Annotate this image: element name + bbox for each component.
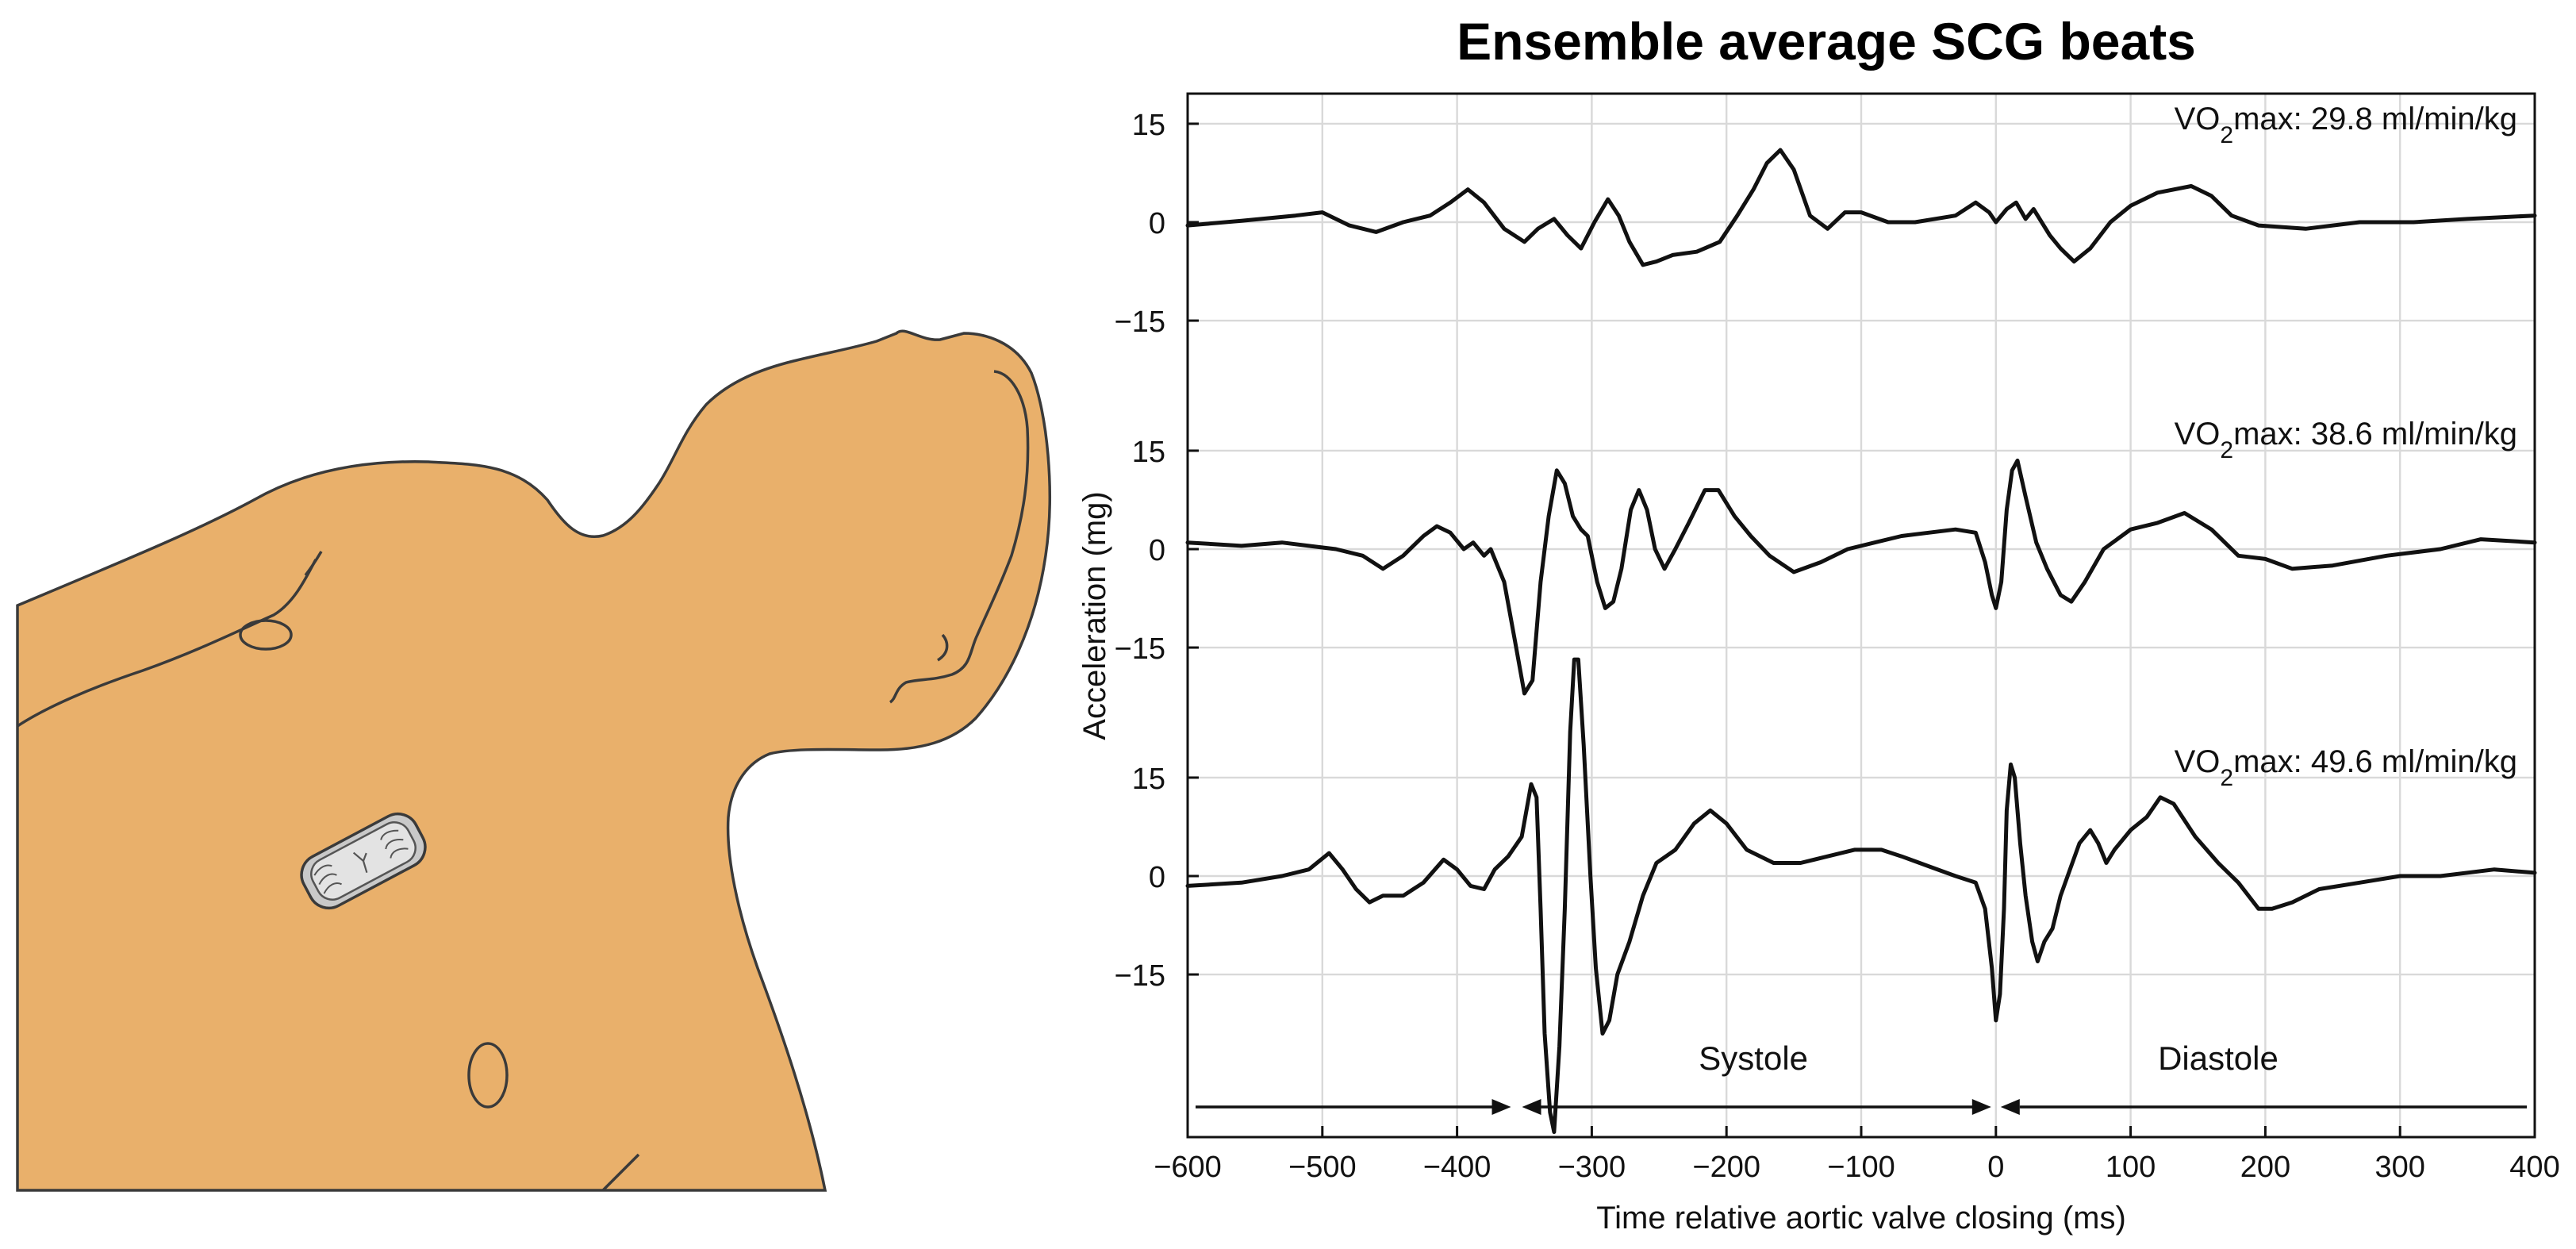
cardiac-phase-arrows: Systole Diastole: [1196, 1040, 2527, 1115]
left-nipple: [239, 619, 293, 651]
x-tick-label: −400: [1423, 1151, 1491, 1184]
y-axis-ticks: 15 0 −15 15 0 −15 15 0 −15: [1115, 109, 1199, 993]
x-axis-ticks: −600 −500 −400 −300 −200 −100 0 100 200 300 400: [1154, 1126, 2560, 1184]
y-tick-label: 15: [1132, 436, 1165, 469]
x-tick-label: −500: [1288, 1151, 1357, 1184]
vo2max-label: VO2max: 49.6 ml/min/kg: [2175, 744, 2517, 791]
y-tick-label: −15: [1115, 306, 1165, 339]
x-tick-label: −200: [1692, 1151, 1760, 1184]
x-tick-label: 200: [2240, 1151, 2290, 1184]
scg-trace-2: [1185, 458, 2537, 696]
y-tick-label: 15: [1132, 763, 1165, 796]
series-traces: [1185, 148, 2537, 1134]
torso-illustration: [16, 329, 1051, 1192]
scg-trace-1: [1185, 148, 2537, 267]
x-tick-label: 0: [1987, 1151, 2004, 1184]
y-tick-label: 0: [1149, 534, 1165, 567]
right-nipple: [467, 1042, 509, 1109]
ear-inner: [936, 633, 949, 662]
y-tick-label: 0: [1149, 861, 1165, 894]
x-tick-label: −300: [1558, 1151, 1626, 1184]
vo2max-annotations: VO2max: 29.8 ml/min/kg VO2max: 38.6 ml/mi…: [2175, 102, 2517, 791]
abdomen-line: [601, 1153, 640, 1192]
x-tick-label: 400: [2509, 1151, 2559, 1184]
shoulder-line: [17, 559, 317, 728]
y-axis-label: Acceleration (mg): [1077, 491, 1112, 740]
diastole-label: Diastole: [2158, 1040, 2278, 1077]
x-tick-label: 300: [2374, 1151, 2424, 1184]
torso-silhouette: [16, 329, 1051, 1192]
systole-arrowhead: [1522, 1099, 1541, 1115]
gridlines: [1188, 94, 2535, 1137]
ear-outline: [889, 370, 1030, 704]
vo2max-label: VO2max: 29.8 ml/min/kg: [2175, 102, 2517, 148]
systole-arrowhead: [1491, 1099, 1511, 1115]
scg-sensor-device: [300, 812, 427, 910]
collarbone-line: [304, 551, 323, 577]
x-tick-label: 100: [2106, 1151, 2156, 1184]
x-tick-label: −100: [1827, 1151, 1895, 1184]
y-tick-label: −15: [1115, 959, 1165, 993]
scg-trace-3: [1185, 657, 2537, 1134]
x-axis-label: Time relative aortic valve closing (ms): [1596, 1201, 2126, 1236]
systole-label: Systole: [1699, 1040, 1808, 1077]
vo2max-label: VO2max: 38.6 ml/min/kg: [2175, 417, 2517, 463]
y-tick-label: −15: [1115, 632, 1165, 666]
x-tick-label: −600: [1154, 1151, 1222, 1184]
y-tick-label: 0: [1149, 207, 1165, 240]
systole-arrowhead: [1971, 1099, 1991, 1115]
plot-area: −600 −500 −400 −300 −200 −100 0 100 200 300 400 15…: [1115, 92, 2560, 1184]
chart-title: Ensemble average SCG beats: [1457, 12, 2196, 71]
y-tick-label: 15: [1132, 109, 1165, 142]
diastole-arrowhead: [2000, 1099, 2020, 1115]
